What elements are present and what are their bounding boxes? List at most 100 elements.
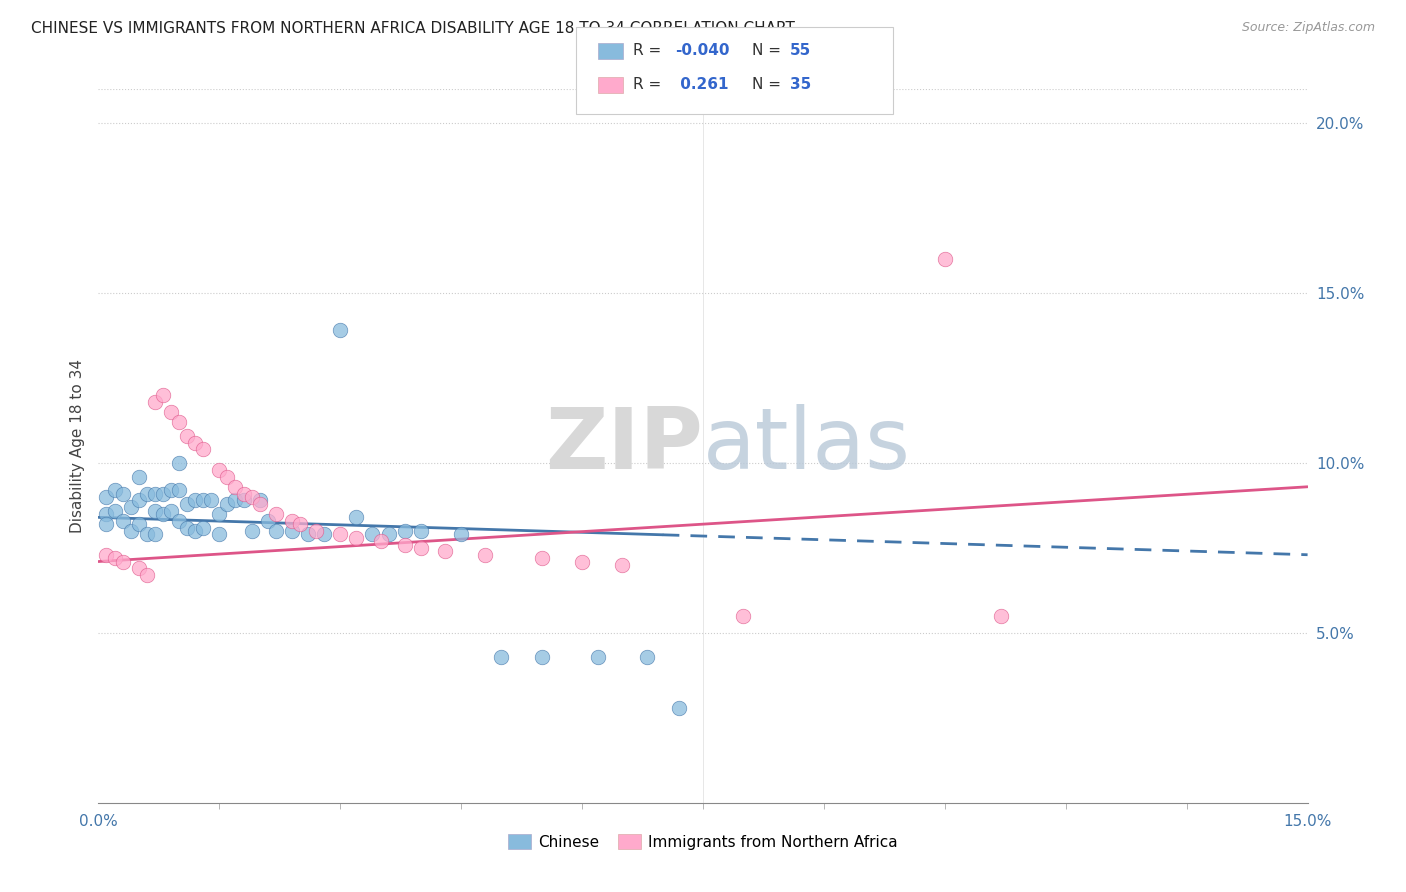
Point: [361, 527, 384, 541]
Point: [249, 497, 271, 511]
Point: [344, 510, 367, 524]
Point: [128, 561, 150, 575]
Point: [128, 517, 150, 532]
Point: [167, 456, 190, 470]
Point: [208, 527, 231, 541]
Point: [370, 534, 392, 549]
Point: [377, 527, 399, 541]
Point: [208, 507, 231, 521]
Point: [224, 493, 246, 508]
Point: [409, 524, 432, 538]
Point: [281, 524, 304, 538]
Point: [167, 415, 190, 429]
Point: [184, 435, 207, 450]
Text: Source: ZipAtlas.com: Source: ZipAtlas.com: [1241, 21, 1375, 34]
Point: [530, 551, 553, 566]
Point: [128, 493, 150, 508]
Point: [111, 555, 134, 569]
Point: [143, 527, 166, 541]
Point: [143, 503, 166, 517]
Point: [530, 649, 553, 664]
Text: atlas: atlas: [703, 404, 911, 488]
Point: [103, 503, 125, 517]
Point: [224, 480, 246, 494]
Point: [96, 548, 118, 562]
Point: [184, 493, 207, 508]
Text: 55: 55: [790, 44, 811, 58]
Point: [128, 469, 150, 483]
Point: [111, 486, 134, 500]
Point: [434, 544, 457, 558]
Point: [96, 507, 118, 521]
Point: [103, 551, 125, 566]
Point: [612, 558, 634, 572]
Point: [256, 514, 278, 528]
Point: [208, 463, 231, 477]
Point: [491, 649, 513, 664]
Point: [305, 524, 328, 538]
Point: [167, 483, 190, 498]
Point: [193, 520, 215, 534]
Point: [217, 469, 239, 483]
Point: [160, 405, 183, 419]
Point: [176, 429, 198, 443]
Point: [586, 649, 609, 664]
Text: N =: N =: [752, 78, 786, 92]
Point: [193, 442, 215, 457]
Point: [934, 252, 956, 266]
Point: [232, 486, 254, 500]
Point: [450, 527, 472, 541]
Point: [96, 490, 118, 504]
Point: [990, 608, 1012, 623]
Point: [160, 503, 183, 517]
Point: [394, 524, 416, 538]
Point: [217, 497, 239, 511]
Point: [120, 500, 142, 515]
Text: -0.040: -0.040: [675, 44, 730, 58]
Point: [160, 483, 183, 498]
Point: [167, 514, 190, 528]
Point: [571, 555, 593, 569]
Point: [176, 520, 198, 534]
Y-axis label: Disability Age 18 to 34: Disability Age 18 to 34: [69, 359, 84, 533]
Point: [264, 507, 287, 521]
Point: [152, 486, 174, 500]
Point: [240, 490, 263, 504]
Text: 35: 35: [790, 78, 811, 92]
Point: [733, 608, 755, 623]
Point: [135, 527, 157, 541]
Point: [143, 486, 166, 500]
Point: [344, 531, 367, 545]
Point: [232, 493, 254, 508]
Point: [394, 537, 416, 551]
Point: [143, 394, 166, 409]
Text: 0.261: 0.261: [675, 78, 728, 92]
Legend: Chinese, Immigrants from Northern Africa: Chinese, Immigrants from Northern Africa: [502, 828, 904, 855]
Point: [281, 514, 304, 528]
Point: [668, 700, 690, 714]
Point: [249, 493, 271, 508]
Point: [240, 524, 263, 538]
Point: [329, 527, 352, 541]
Text: N =: N =: [752, 44, 786, 58]
Point: [314, 527, 336, 541]
Point: [329, 323, 352, 337]
Point: [409, 541, 432, 555]
Point: [152, 388, 174, 402]
Point: [193, 493, 215, 508]
Text: ZIP: ZIP: [546, 404, 703, 488]
Point: [200, 493, 222, 508]
Point: [474, 548, 496, 562]
Point: [135, 486, 157, 500]
Point: [103, 483, 125, 498]
Point: [135, 568, 157, 582]
Point: [111, 514, 134, 528]
Text: R =: R =: [633, 44, 666, 58]
Point: [152, 507, 174, 521]
Text: CHINESE VS IMMIGRANTS FROM NORTHERN AFRICA DISABILITY AGE 18 TO 34 CORRELATION C: CHINESE VS IMMIGRANTS FROM NORTHERN AFRI…: [31, 21, 794, 36]
Point: [120, 524, 142, 538]
Text: R =: R =: [633, 78, 666, 92]
Point: [288, 517, 311, 532]
Point: [297, 527, 319, 541]
Point: [636, 649, 658, 664]
